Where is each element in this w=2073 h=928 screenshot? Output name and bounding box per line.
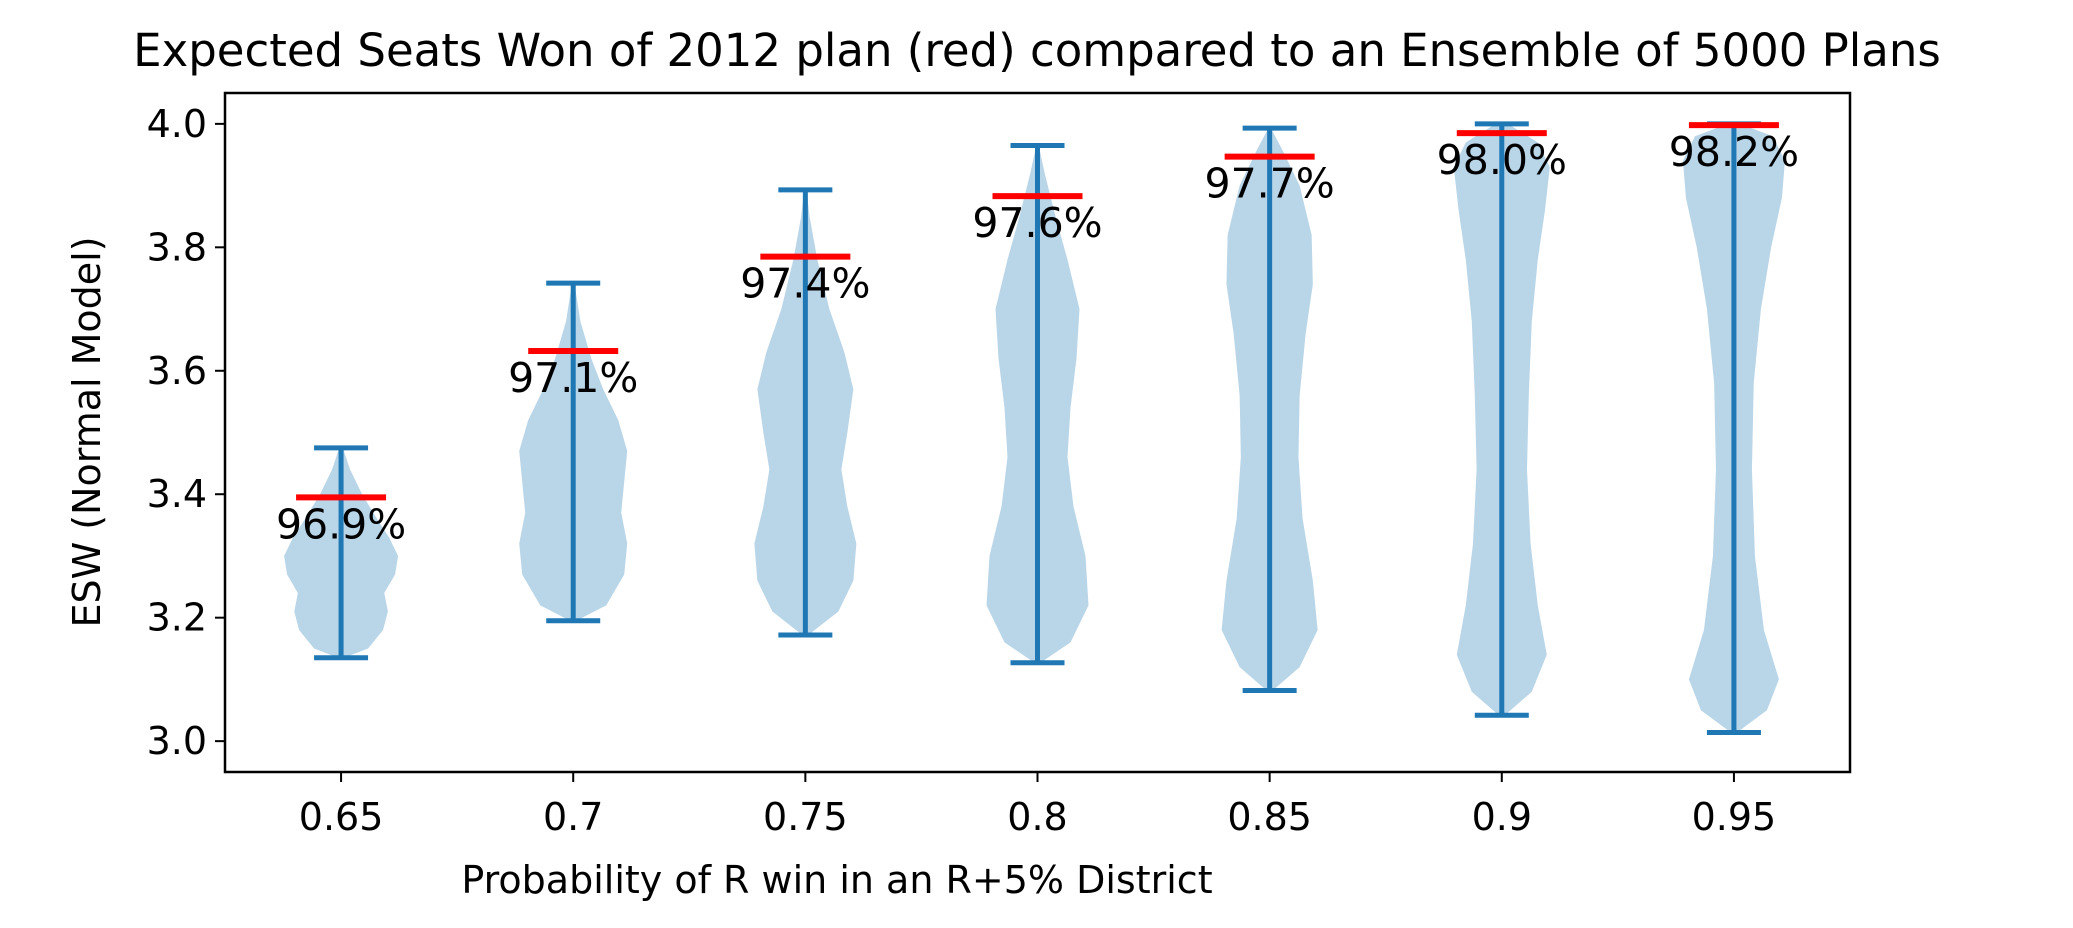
x-axis-label: Probability of R win in an R+5% District [461,858,1212,902]
x-tick-label: 0.8 [1007,795,1067,839]
violin-layer [284,121,1785,735]
percentile-label: 97.1% [508,354,638,402]
y-tick-label: 3.0 [147,719,207,763]
y-tick-label: 3.8 [147,225,207,269]
percentile-label: 96.9% [276,500,406,548]
plan-marker-layer: 96.9% 97.1% 97.4% 97.6% 97.7% 98.0% 98.2% [276,122,1799,548]
y-axis-label: ESW (Normal Model) [65,236,109,627]
percentile-label: 97.7% [1205,160,1335,208]
x-tick-label: 0.65 [299,795,384,839]
y-axis: 3.0 3.2 3.4 3.6 3.8 4.0 [147,102,225,763]
percentile-label: 98.2% [1669,128,1799,176]
x-tick-label: 0.9 [1472,795,1532,839]
x-tick-label: 0.75 [763,795,848,839]
x-axis: 0.65 0.7 0.75 0.8 0.85 0.9 0.95 [299,772,1776,839]
chart-title: Expected Seats Won of 2012 plan (red) co… [133,24,1941,77]
x-tick-label: 0.85 [1227,795,1312,839]
percentile-label: 98.0% [1437,136,1567,184]
percentile-label: 97.4% [740,260,870,308]
y-tick-label: 3.2 [147,596,207,640]
x-tick-label: 0.7 [543,795,603,839]
x-tick-label: 0.95 [1692,795,1777,839]
y-tick-label: 4.0 [147,102,207,146]
y-tick-label: 3.4 [147,472,207,516]
percentile-label: 97.6% [972,199,1102,247]
y-tick-label: 3.6 [147,349,207,393]
